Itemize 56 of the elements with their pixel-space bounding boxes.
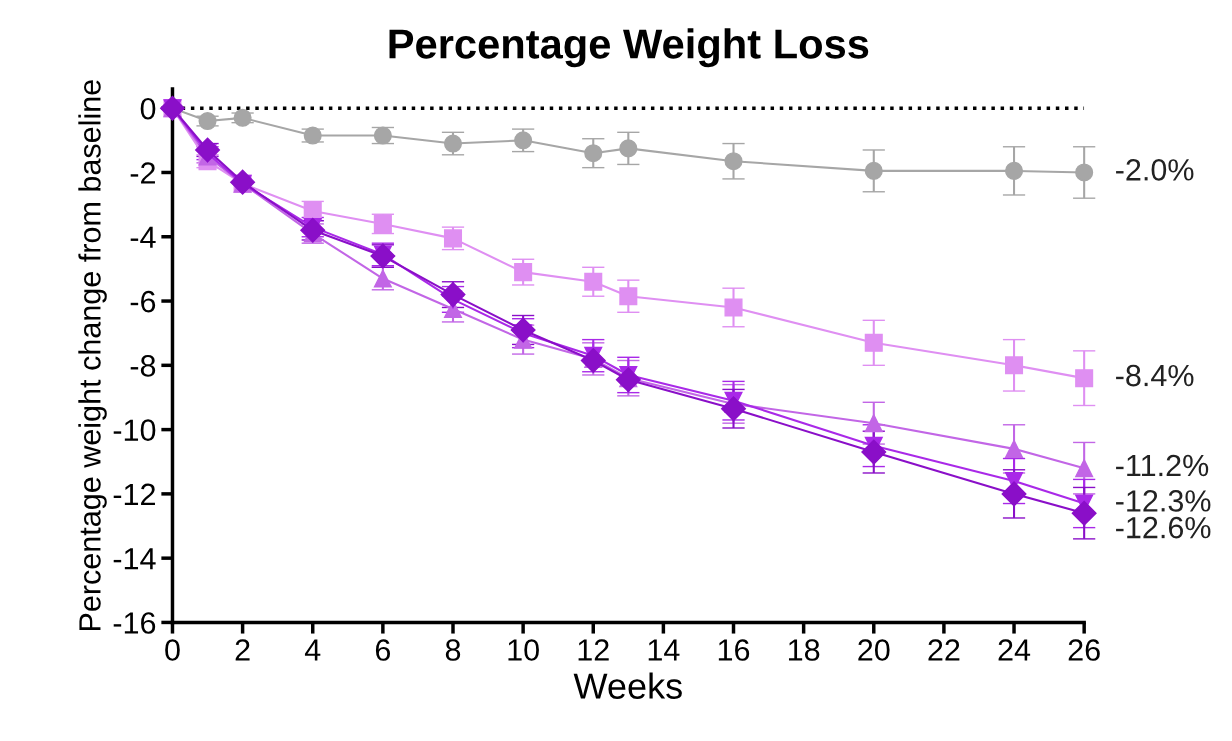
- y-tick-label: -6: [130, 290, 156, 313]
- text: -12.3%: [1116, 490, 1211, 512]
- x-tick-label: 14: [648, 639, 680, 661]
- y-tick-label: 0: [140, 97, 156, 120]
- y-tick-label: -14: [113, 548, 156, 570]
- point: [1075, 459, 1094, 478]
- x-axis-title: Weeks: [573, 672, 682, 699]
- x-tick-label: 22: [928, 639, 960, 661]
- point: [198, 112, 217, 131]
- point: [1005, 161, 1024, 180]
- point: [864, 161, 883, 180]
- text: -2.0%: [1116, 159, 1194, 181]
- point: [584, 144, 603, 163]
- x-tick-label: 2: [235, 639, 250, 661]
- point: [584, 272, 603, 291]
- y-tick-label: -2: [130, 162, 155, 184]
- x-tick-label: 4: [304, 639, 321, 661]
- x-tick-label: 18: [788, 639, 820, 661]
- point: [1075, 369, 1094, 388]
- x-tick-label: 10: [508, 639, 539, 661]
- point: [721, 396, 746, 422]
- chart-title: Percentage Weight Loss: [389, 28, 869, 68]
- point: [864, 333, 883, 352]
- point: [1071, 500, 1097, 526]
- y-tick-label: -4: [130, 226, 156, 248]
- point: [864, 414, 883, 433]
- point: [861, 439, 887, 465]
- x-tick-label: 12: [578, 639, 609, 661]
- x-tick-label: 0: [165, 639, 180, 661]
- point: [1005, 356, 1024, 375]
- x-tick-label: 6: [375, 639, 391, 661]
- x-tick-label: 20: [858, 639, 890, 661]
- text: -8.4%: [1116, 364, 1194, 387]
- point: [233, 108, 252, 127]
- point: [1075, 163, 1094, 182]
- y-tick-label: -12: [113, 483, 155, 505]
- x-tick-label: 16: [718, 639, 750, 661]
- text: -12.6%: [1116, 516, 1211, 539]
- y-tick-label: -8: [130, 355, 156, 377]
- x-tick-label: 26: [1068, 639, 1100, 661]
- point: [373, 269, 392, 288]
- point: [615, 367, 641, 393]
- point: [1005, 439, 1024, 458]
- point: [724, 298, 743, 317]
- x-tick-label: 8: [445, 639, 461, 661]
- x-tick-label: 24: [998, 639, 1031, 661]
- point: [580, 348, 606, 373]
- point: [1001, 481, 1027, 507]
- text: -11.2%: [1116, 454, 1209, 477]
- point: [514, 263, 533, 282]
- point: [619, 287, 638, 306]
- y-tick-label: -16: [113, 612, 156, 634]
- point: [724, 152, 743, 171]
- y-axis-title: Percentage weight change from baseline: [78, 80, 107, 631]
- y-tick-label: -10: [113, 419, 156, 441]
- point: [619, 139, 638, 158]
